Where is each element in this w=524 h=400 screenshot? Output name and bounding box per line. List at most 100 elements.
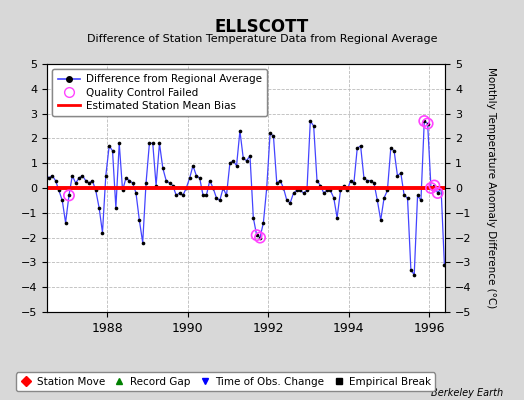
Point xyxy=(346,177,355,184)
Point xyxy=(253,232,261,238)
Point xyxy=(410,272,419,278)
Point xyxy=(387,145,395,152)
Point xyxy=(149,140,157,146)
Point xyxy=(330,195,338,201)
Point xyxy=(293,187,301,194)
Point xyxy=(269,133,278,139)
Point xyxy=(25,190,33,196)
Point xyxy=(397,170,405,176)
Point xyxy=(172,192,180,199)
Point xyxy=(363,177,372,184)
Point xyxy=(132,190,140,196)
Point xyxy=(169,182,177,189)
Point xyxy=(199,192,207,199)
Point xyxy=(108,148,117,154)
Point xyxy=(212,195,221,201)
Point xyxy=(205,177,214,184)
Point xyxy=(266,130,274,137)
Point xyxy=(427,185,435,191)
Point xyxy=(323,187,331,194)
Point xyxy=(65,192,73,199)
Point xyxy=(176,190,184,196)
Point xyxy=(336,187,345,194)
Point xyxy=(226,160,234,166)
Point xyxy=(135,217,144,224)
Y-axis label: Monthly Temperature Anomaly Difference (°C): Monthly Temperature Anomaly Difference (… xyxy=(486,67,496,309)
Point xyxy=(383,187,391,194)
Point xyxy=(45,175,53,181)
Point xyxy=(343,187,352,194)
Point xyxy=(259,220,268,226)
Point xyxy=(356,143,365,149)
Point xyxy=(99,230,107,236)
Point xyxy=(423,120,432,127)
Point xyxy=(28,162,36,169)
Point xyxy=(31,214,40,221)
Point xyxy=(195,175,204,181)
Point xyxy=(38,158,46,164)
Point xyxy=(430,182,439,189)
Point xyxy=(82,177,90,184)
Point xyxy=(373,197,381,204)
Point xyxy=(380,195,388,201)
Point xyxy=(125,177,134,184)
Point xyxy=(35,177,43,184)
Point xyxy=(272,180,281,186)
Point xyxy=(236,128,244,134)
Point xyxy=(189,162,197,169)
Point xyxy=(276,177,285,184)
Point xyxy=(88,177,96,184)
Point xyxy=(185,175,194,181)
Point xyxy=(61,220,70,226)
Point xyxy=(232,162,241,169)
Point xyxy=(263,185,271,191)
Point xyxy=(54,187,63,194)
Point xyxy=(407,267,415,273)
Point xyxy=(246,152,254,159)
Point xyxy=(299,190,308,196)
Point xyxy=(219,185,227,191)
Point xyxy=(423,120,432,127)
Point xyxy=(115,140,124,146)
Point xyxy=(370,180,378,186)
Point xyxy=(313,177,321,184)
Point xyxy=(182,185,190,191)
Point xyxy=(289,190,298,196)
Point xyxy=(333,214,341,221)
Point xyxy=(433,190,442,196)
Text: ELLSCOTT: ELLSCOTT xyxy=(215,18,309,36)
Point xyxy=(310,123,318,129)
Point xyxy=(366,177,375,184)
Point xyxy=(229,158,237,164)
Point xyxy=(256,234,264,241)
Point xyxy=(92,187,100,194)
Point xyxy=(390,148,398,154)
Point xyxy=(433,190,442,196)
Point xyxy=(279,185,288,191)
Point xyxy=(316,182,324,189)
Point xyxy=(138,239,147,246)
Point xyxy=(155,140,163,146)
Point xyxy=(41,170,50,176)
Point xyxy=(360,175,368,181)
Point xyxy=(320,190,328,196)
Point xyxy=(222,192,231,199)
Legend: Station Move, Record Gap, Time of Obs. Change, Empirical Break: Station Move, Record Gap, Time of Obs. C… xyxy=(16,372,435,391)
Point xyxy=(51,177,60,184)
Point xyxy=(145,140,154,146)
Point xyxy=(128,180,137,186)
Point xyxy=(413,192,422,199)
Point xyxy=(393,172,401,179)
Point xyxy=(48,172,57,179)
Point xyxy=(85,180,93,186)
Point xyxy=(95,205,103,211)
Point xyxy=(430,182,439,189)
Text: Berkeley Earth: Berkeley Earth xyxy=(431,388,503,398)
Point xyxy=(152,182,160,189)
Point xyxy=(420,118,429,124)
Point xyxy=(296,187,304,194)
Point xyxy=(437,185,445,191)
Legend: Difference from Regional Average, Quality Control Failed, Estimated Station Mean: Difference from Regional Average, Qualit… xyxy=(52,69,267,116)
Point xyxy=(303,187,311,194)
Point xyxy=(75,175,83,181)
